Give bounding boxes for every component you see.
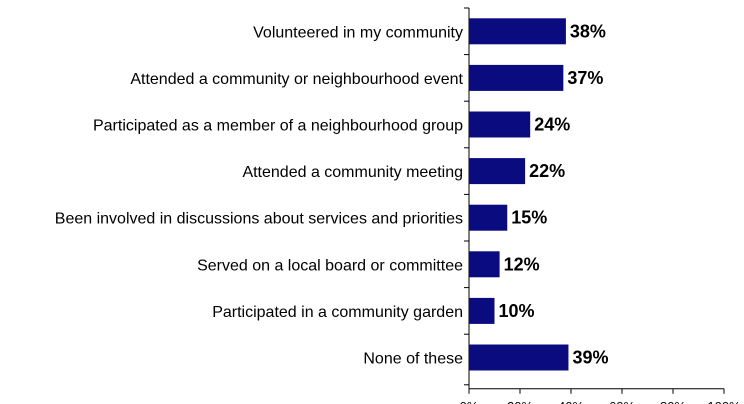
data-label: 39% xyxy=(572,348,608,368)
data-label: 37% xyxy=(567,68,603,88)
x-tick-label: 60% xyxy=(609,399,635,404)
data-label: 22% xyxy=(529,161,565,181)
x-tick-label: 20% xyxy=(507,399,533,404)
category-label: Been involved in discussions about servi… xyxy=(55,211,463,228)
category-label: Attended a community or neighbourhood ev… xyxy=(130,71,463,88)
bar xyxy=(469,204,508,231)
category-label: Volunteered in my community xyxy=(253,24,463,41)
data-label: 15% xyxy=(511,208,547,228)
data-label: 38% xyxy=(570,21,606,41)
category-label: Participated in a community garden xyxy=(212,304,463,321)
bar xyxy=(469,251,500,278)
bar xyxy=(469,18,566,45)
category-label: Attended a community meeting xyxy=(242,164,463,181)
x-tick-label: 80% xyxy=(660,399,686,404)
data-label: 24% xyxy=(534,115,570,135)
bar xyxy=(469,111,531,138)
bar xyxy=(469,297,495,324)
category-label: Participated as a member of a neighbourh… xyxy=(93,118,463,135)
bar xyxy=(469,64,564,91)
x-tick-label: 100% xyxy=(707,399,741,404)
x-tick-label: 0% xyxy=(460,399,479,404)
bar xyxy=(469,158,526,185)
x-tick-label: 40% xyxy=(558,399,584,404)
category-label: Served on a local board or committee xyxy=(197,257,463,274)
category-label: None of these xyxy=(363,351,463,368)
data-label: 10% xyxy=(499,301,535,321)
bar xyxy=(469,344,569,371)
data-label: 12% xyxy=(504,254,540,274)
